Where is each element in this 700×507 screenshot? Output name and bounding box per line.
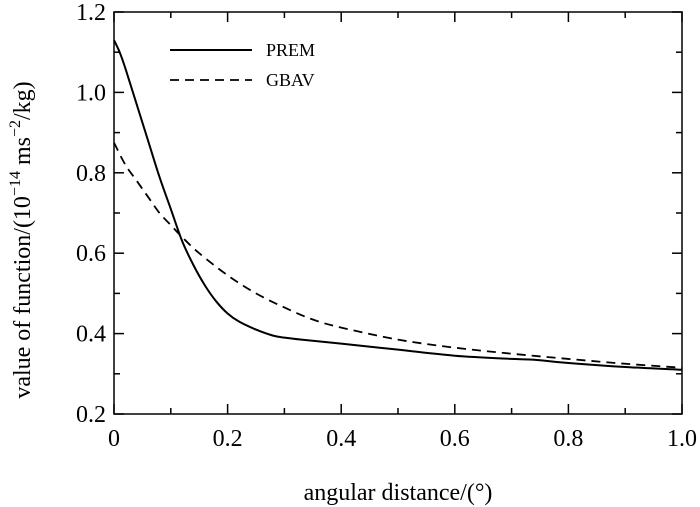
y-tick-label: 0.4 (76, 322, 106, 348)
x-tick-label: 0.8 (553, 426, 583, 452)
y-label-exp2: −2 (7, 120, 24, 137)
y-axis-label: value of function/(10−14 ms−2/kg) (7, 81, 36, 398)
plot-frame (113, 11, 683, 415)
series-group (113, 39, 683, 371)
legend-label-gbav: GBAV (266, 70, 315, 90)
y-label-prefix: value of function/(10 (10, 196, 36, 399)
x-tick-label: 1.0 (667, 426, 697, 452)
y-tick-label: 1.2 (76, 0, 106, 26)
y-label-middle: ms (10, 137, 36, 171)
legend-label-prem: PREM (266, 40, 315, 60)
series-line-prem (113, 39, 683, 371)
legend: PREM GBAV (170, 40, 315, 90)
x-axis-label: angular distance/(°) (304, 480, 493, 506)
y-label-suffix: /kg) (10, 81, 36, 120)
x-tick-label: 0.6 (440, 426, 470, 452)
x-tick-label: 0 (108, 426, 120, 452)
y-tick-label: 0.2 (76, 402, 106, 428)
tick-labels: 0 0.2 0.4 0.6 0.8 1.00.20.40.60.81.01.2 (76, 0, 697, 452)
x-tick-label: 0.4 (326, 426, 356, 452)
x-tick-label: 0.2 (213, 426, 243, 452)
y-tick-label: 0.6 (76, 241, 106, 267)
y-tick-label: 1.0 (76, 80, 106, 106)
y-tick-label: 0.8 (76, 161, 106, 187)
y-label-exp1: −14 (7, 171, 24, 196)
axis-ticks (113, 11, 683, 415)
series-line-gbav (113, 142, 683, 369)
